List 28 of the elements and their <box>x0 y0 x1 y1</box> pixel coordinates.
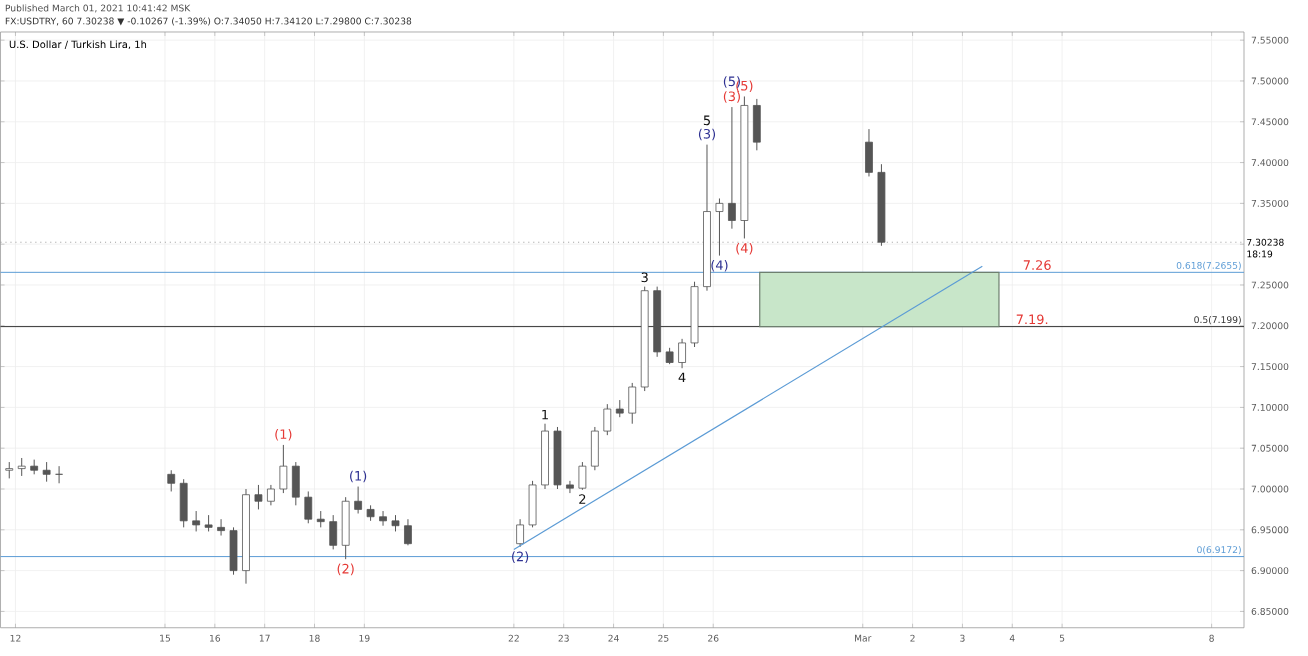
candlestick <box>254 484 263 511</box>
candlestick <box>42 461 51 483</box>
candlestick <box>752 98 761 151</box>
candlestick <box>179 478 188 528</box>
candlestick <box>267 484 275 506</box>
candlestick <box>329 514 338 551</box>
candlestick <box>678 338 686 369</box>
candlestick <box>590 426 599 471</box>
candlestick <box>715 198 724 257</box>
candlestick <box>578 461 587 491</box>
candlestick <box>354 486 363 515</box>
candlestick <box>379 510 387 527</box>
candlestick <box>603 403 612 436</box>
candlestick <box>217 518 225 537</box>
candlestick <box>516 518 524 548</box>
candlestick <box>404 518 412 546</box>
candlestick <box>192 510 201 533</box>
candlestick <box>865 128 873 178</box>
candlestick <box>728 106 736 230</box>
candlestick <box>528 480 537 528</box>
candlestick <box>628 382 637 425</box>
candlestick <box>304 491 313 524</box>
candlestick <box>291 461 300 506</box>
candlestick <box>341 496 350 560</box>
candlestick <box>167 469 176 493</box>
candlestick <box>279 444 288 494</box>
candlestick <box>229 526 238 576</box>
candlestick <box>566 480 574 494</box>
